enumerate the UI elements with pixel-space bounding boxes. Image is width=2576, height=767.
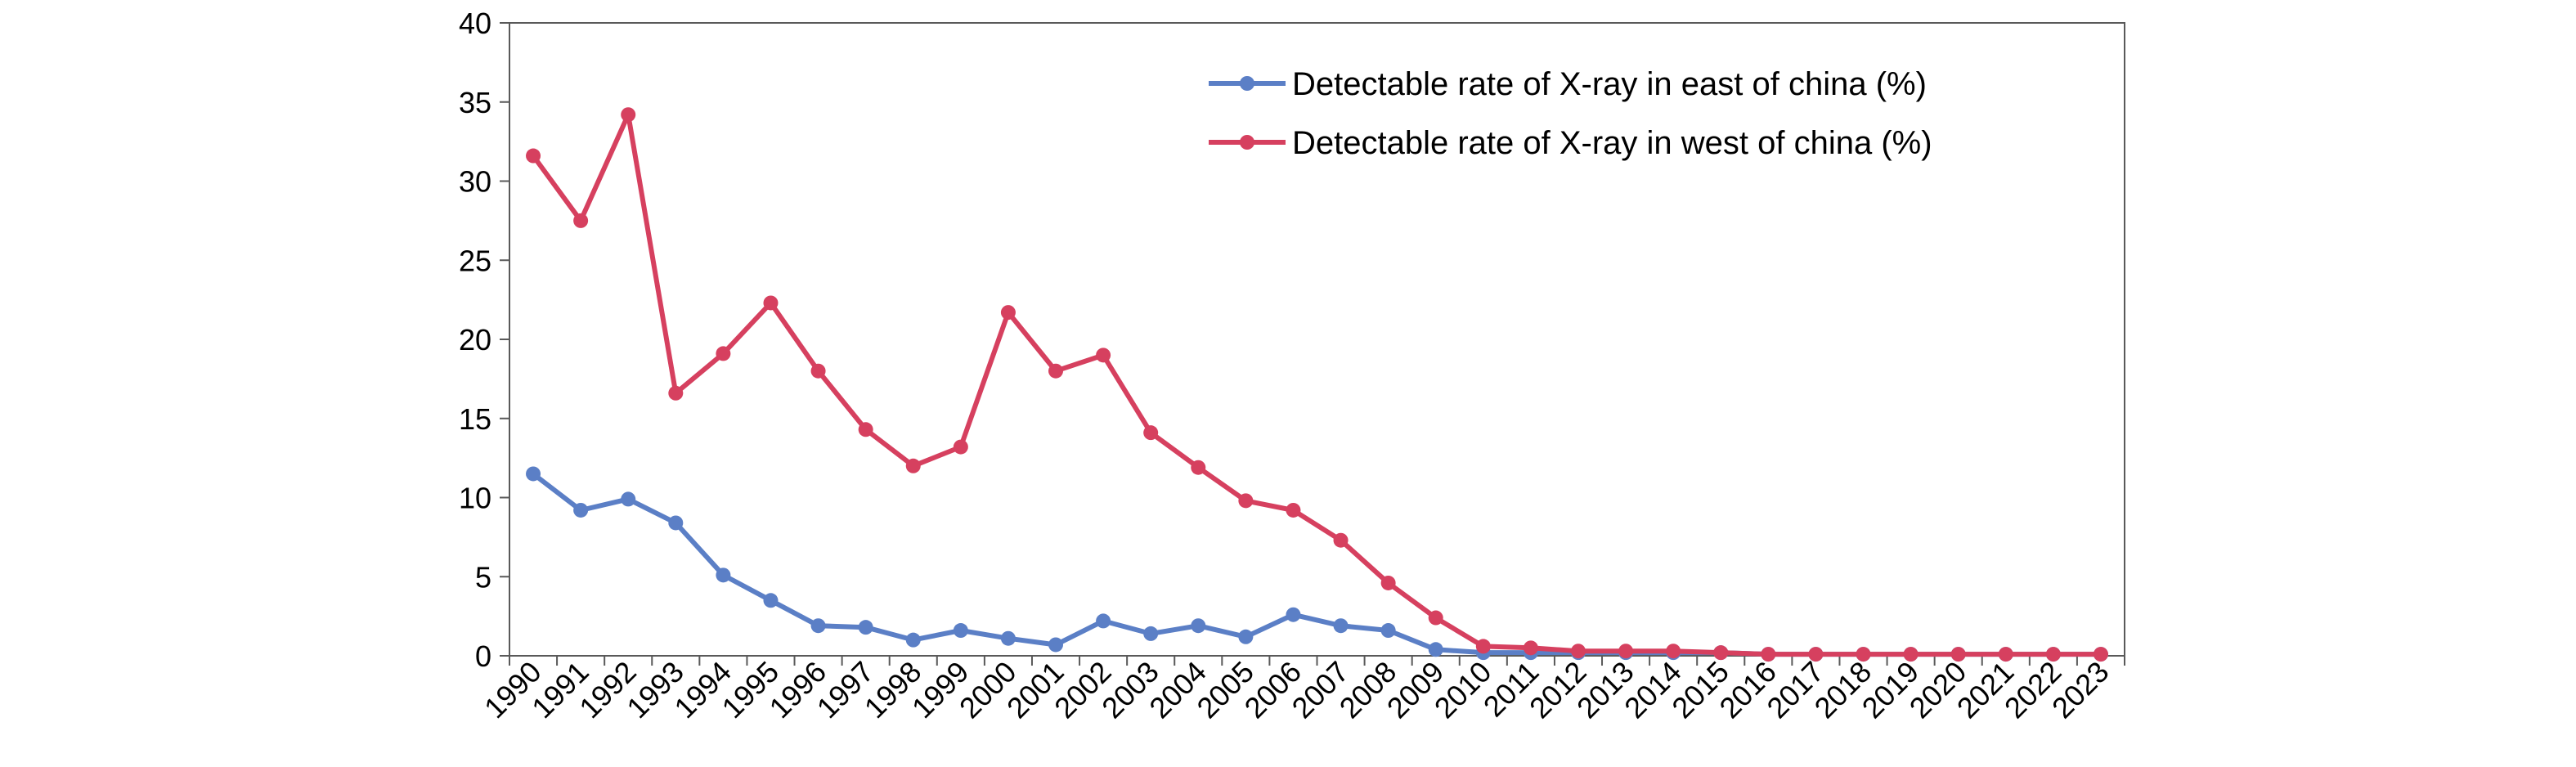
data-point — [858, 620, 873, 635]
y-tick-label: 20 — [459, 323, 491, 357]
y-tick-label: 35 — [459, 86, 491, 119]
data-point — [1191, 618, 1206, 634]
data-point — [1000, 630, 1016, 646]
data-point — [668, 515, 684, 531]
y-tick-label: 30 — [459, 165, 491, 199]
legend-label-west: Detectable rate of X-ray in west of chin… — [1292, 125, 1932, 161]
data-point — [1238, 629, 1254, 644]
data-point — [1666, 644, 1681, 659]
data-point — [1191, 460, 1206, 475]
data-point — [1428, 610, 1443, 626]
data-point — [1143, 425, 1159, 441]
data-point — [1000, 305, 1016, 321]
data-point — [858, 422, 873, 437]
data-point — [905, 458, 921, 473]
series-west — [526, 107, 2108, 662]
legend-marker-west — [1240, 135, 1254, 150]
data-point — [526, 466, 541, 482]
data-point — [1618, 644, 1634, 659]
data-point — [1713, 645, 1729, 661]
data-point — [1286, 502, 1301, 518]
data-point — [1998, 647, 2013, 662]
data-point — [526, 148, 541, 164]
legend-label-east: Detectable rate of X-ray in east of chin… — [1292, 66, 1927, 102]
data-point — [1523, 640, 1538, 656]
data-point — [953, 623, 968, 639]
data-point — [1903, 647, 1919, 662]
data-point — [1761, 647, 1776, 662]
y-axis-ticks: 0 5 10 15 20 25 30 35 40 — [459, 7, 509, 673]
plot-area — [509, 22, 2125, 657]
data-point — [1238, 493, 1254, 509]
data-point — [1380, 575, 1396, 590]
data-point — [1048, 363, 1064, 379]
data-point — [1096, 613, 1111, 629]
series-layer — [526, 107, 2108, 662]
data-point — [1143, 626, 1159, 641]
data-point — [953, 439, 968, 455]
data-point — [1096, 348, 1111, 363]
legend: Detectable rate of X-ray in east of chin… — [1209, 66, 1932, 161]
data-point — [1333, 532, 1349, 548]
data-point — [763, 593, 779, 608]
data-point — [810, 618, 826, 634]
x-axis-ticks: 1990199119921993199419951996199719981999… — [478, 655, 2125, 725]
data-point — [1286, 607, 1301, 622]
legend-item-east: Detectable rate of X-ray in east of chin… — [1209, 66, 1927, 102]
data-point — [573, 502, 589, 518]
y-tick-label: 10 — [459, 482, 491, 515]
data-point — [716, 346, 731, 361]
series-line — [531, 112, 2101, 657]
y-tick-label: 5 — [475, 560, 491, 594]
legend-item-west: Detectable rate of X-ray in west of chin… — [1209, 125, 1932, 161]
legend-marker-east — [1240, 76, 1254, 91]
data-point — [621, 107, 636, 123]
data-point — [1856, 647, 1871, 662]
data-point — [1475, 639, 1491, 654]
data-point — [668, 385, 684, 401]
data-point — [621, 491, 636, 507]
y-tick-label: 0 — [475, 639, 491, 673]
data-point — [1380, 623, 1396, 639]
data-point — [2093, 647, 2108, 662]
data-point — [1950, 647, 1966, 662]
data-point — [763, 295, 779, 311]
x-tick-label: 2023 — [2045, 655, 2116, 725]
data-point — [1808, 647, 1824, 662]
data-point — [1048, 637, 1064, 653]
data-point — [2045, 647, 2061, 662]
y-tick-label: 25 — [459, 244, 491, 277]
y-tick-label: 40 — [459, 7, 491, 40]
data-point — [905, 632, 921, 648]
data-point — [716, 567, 731, 583]
data-point — [1570, 644, 1586, 659]
data-point — [1333, 618, 1349, 634]
data-point — [810, 363, 826, 379]
y-tick-label: 15 — [459, 402, 491, 436]
data-point — [573, 213, 589, 228]
data-point — [1428, 642, 1443, 657]
